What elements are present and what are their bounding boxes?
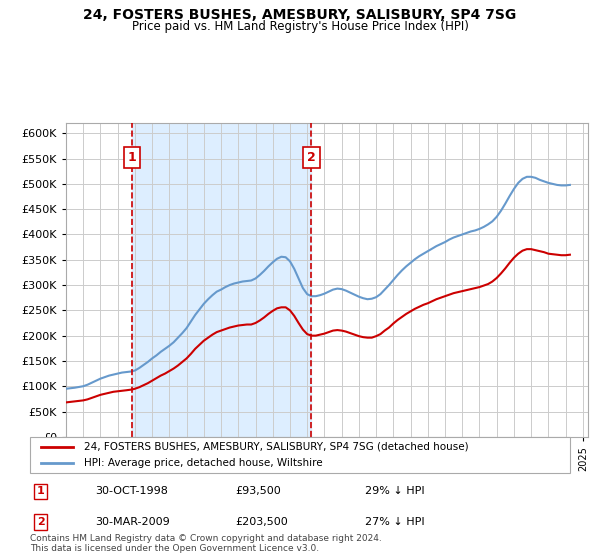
Text: 1: 1 (128, 151, 136, 164)
Text: Price paid vs. HM Land Registry's House Price Index (HPI): Price paid vs. HM Land Registry's House … (131, 20, 469, 32)
Text: 24, FOSTERS BUSHES, AMESBURY, SALISBURY, SP4 7SG (detached house): 24, FOSTERS BUSHES, AMESBURY, SALISBURY,… (84, 442, 469, 452)
Text: 24, FOSTERS BUSHES, AMESBURY, SALISBURY, SP4 7SG: 24, FOSTERS BUSHES, AMESBURY, SALISBURY,… (83, 8, 517, 22)
FancyBboxPatch shape (30, 437, 570, 473)
Text: 2: 2 (307, 151, 316, 164)
Text: 30-MAR-2009: 30-MAR-2009 (95, 517, 170, 527)
Text: 1: 1 (37, 487, 44, 496)
Text: 2: 2 (37, 517, 44, 527)
Text: 29% ↓ HPI: 29% ↓ HPI (365, 487, 424, 496)
Text: 27% ↓ HPI: 27% ↓ HPI (365, 517, 424, 527)
Text: £203,500: £203,500 (235, 517, 288, 527)
Text: HPI: Average price, detached house, Wiltshire: HPI: Average price, detached house, Wilt… (84, 458, 323, 468)
Text: £93,500: £93,500 (235, 487, 281, 496)
Text: Contains HM Land Registry data © Crown copyright and database right 2024.
This d: Contains HM Land Registry data © Crown c… (30, 534, 382, 553)
Bar (132, 123, 311, 437)
Text: 30-OCT-1998: 30-OCT-1998 (95, 487, 167, 496)
